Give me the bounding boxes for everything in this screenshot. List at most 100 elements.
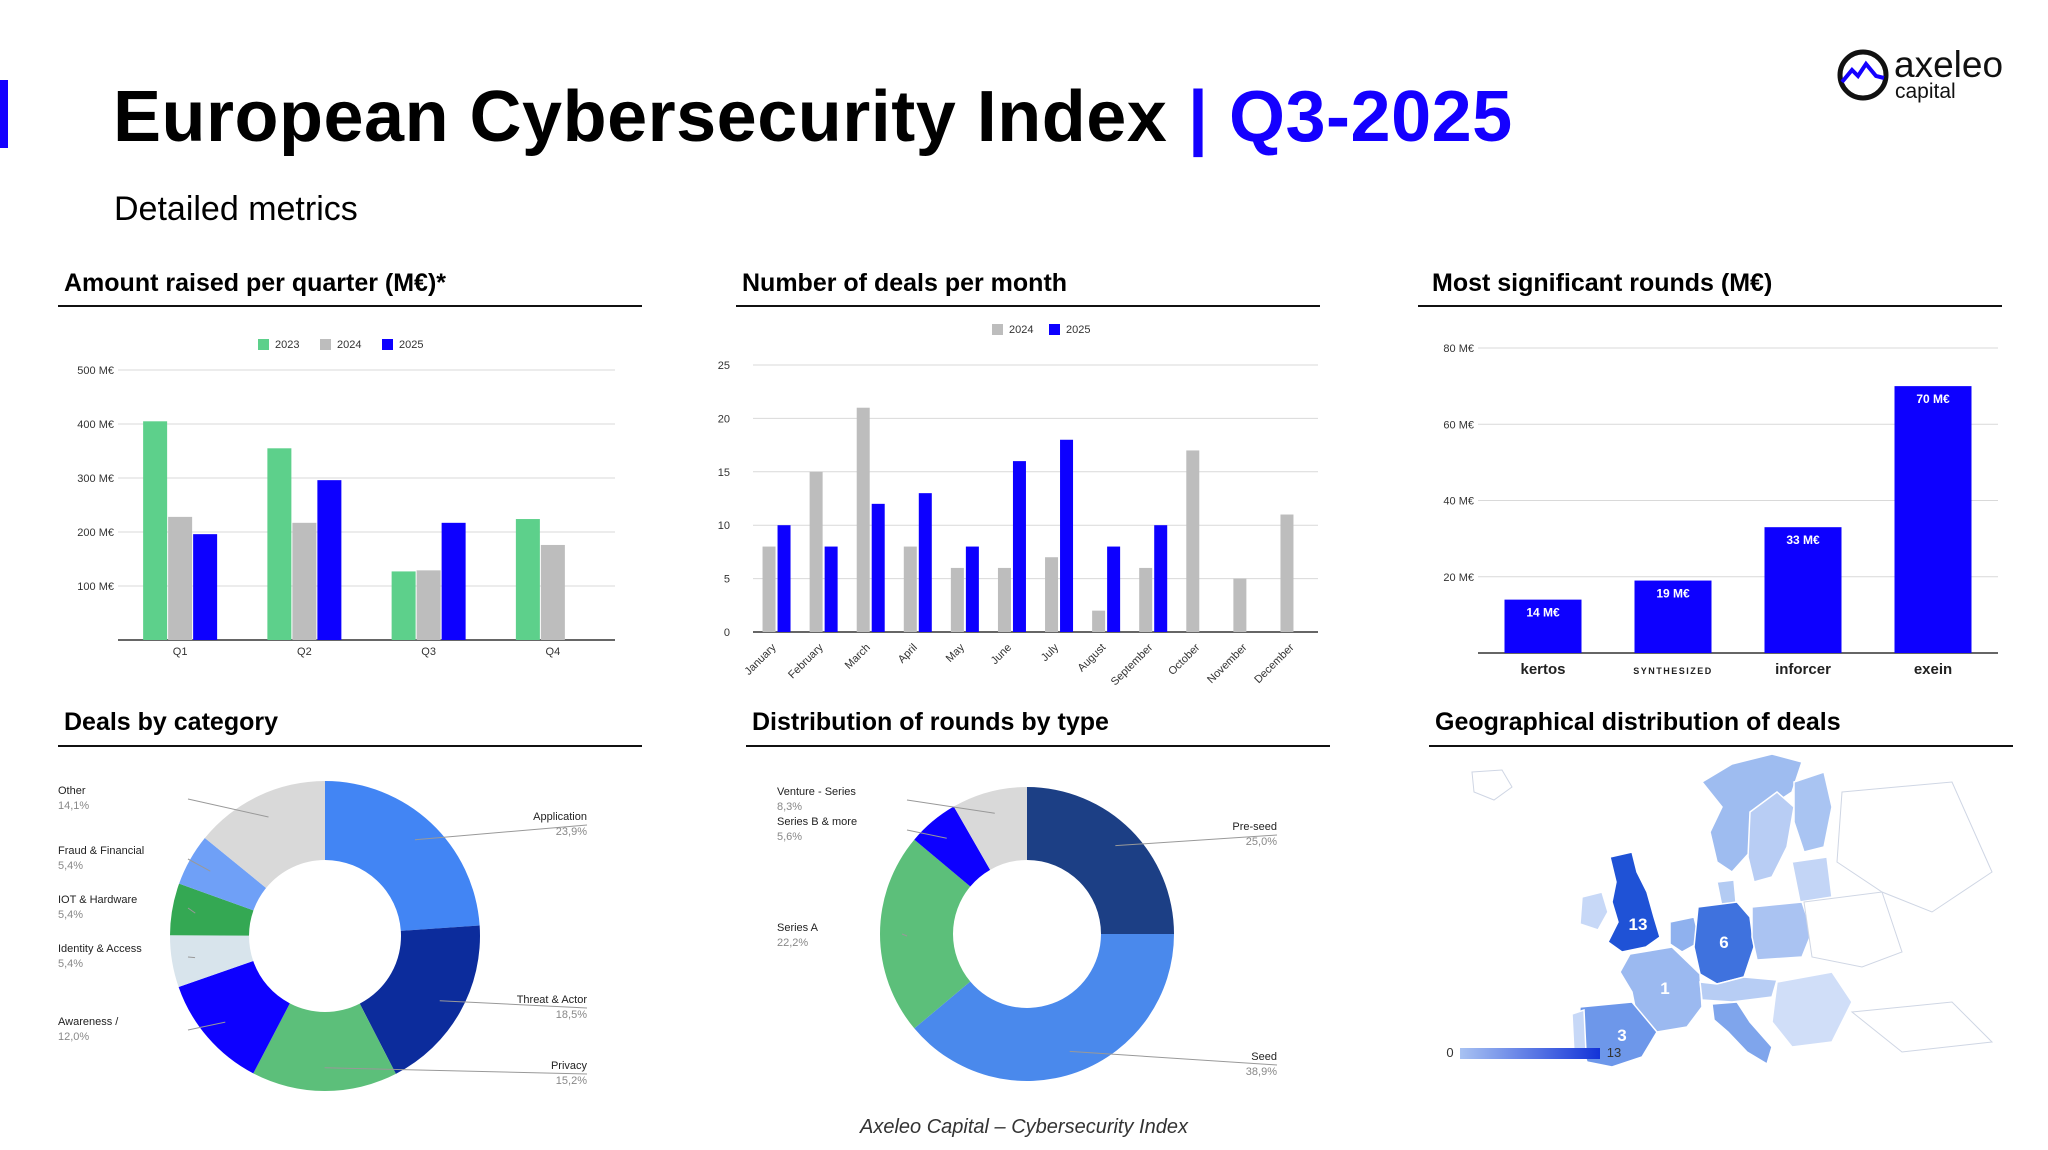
italy-shape — [1711, 1001, 1773, 1066]
bar-2023 — [515, 519, 540, 640]
slice-label: Seed — [1251, 1051, 1277, 1063]
legend-swatch-2024 — [992, 324, 1003, 335]
rounds-chart: 20 M€ 40 M€ 60 M€ 80 M€ 14 M€ kertos 19 M€ SYNT… — [1443, 343, 1998, 678]
legend-label-2023: 2023 — [275, 339, 299, 351]
company-logo-label: inforcer — [1775, 661, 1831, 678]
slice-pct: 25,0% — [1246, 836, 1277, 848]
bar-2024 — [1139, 567, 1153, 632]
slice-label: Awareness / — [58, 1016, 119, 1028]
logo-sub: capital — [1895, 80, 1956, 103]
geo-scale-max: 13 — [1607, 1045, 1621, 1060]
round-value-label: 14 M€ — [1526, 606, 1560, 620]
y-tick-label: 400 M€ — [77, 419, 114, 431]
y-tick-label: 20 M€ — [1443, 572, 1474, 584]
slice-pct: 5,4% — [58, 909, 83, 921]
slice-pct: 5,4% — [58, 958, 83, 970]
portugal-shape — [1571, 1008, 1587, 1055]
uk-shape — [1607, 851, 1661, 953]
slice-label: Series B & more — [777, 816, 857, 828]
slice-label: Other — [58, 785, 86, 797]
y-tick-label: 0 — [724, 627, 730, 639]
bar-2025 — [1107, 546, 1121, 632]
bar-2024 — [856, 407, 870, 632]
legend-label-2024: 2024 — [337, 339, 361, 351]
round-bar — [1894, 386, 1972, 653]
bar-2023 — [143, 421, 168, 640]
x-tick-label: Q2 — [297, 646, 312, 658]
slice-seed — [914, 934, 1174, 1081]
y-tick-label: 10 — [718, 520, 730, 532]
bar-2024 — [1092, 610, 1106, 632]
bar-2025 — [777, 525, 791, 632]
leader-line — [906, 829, 947, 839]
baltics-shape — [1791, 856, 1833, 903]
mountain-logo-icon — [1837, 49, 1889, 101]
slice-label: Venture - Series — [777, 786, 856, 798]
slice-pre-seed — [1027, 787, 1174, 934]
round-bar — [1764, 527, 1842, 653]
axeleo-logo: axeleo capital — [1836, 44, 2026, 106]
bar-2024 — [997, 567, 1011, 632]
geo-map: 13 6 1 3 0 13 — [1432, 752, 2018, 1072]
round-value-label: 70 M€ — [1916, 392, 1950, 406]
slice-label: Pre-seed — [1232, 821, 1277, 833]
x-tick-label: Q4 — [546, 646, 561, 658]
bar-2025 — [871, 503, 885, 632]
slice-pct: 5,4% — [58, 860, 83, 872]
bar-2024 — [1186, 450, 1200, 632]
x-tick-label: July — [1039, 641, 1062, 664]
bar-2025 — [317, 480, 342, 640]
y-tick-label: 20 — [718, 413, 730, 425]
deals-rule — [736, 305, 1320, 307]
uk-value-label: 13 — [1629, 915, 1648, 934]
slice-pct: 8,3% — [777, 801, 802, 813]
category-panel-title: Deals by category — [64, 708, 278, 736]
bar-2025 — [1060, 439, 1074, 632]
legend-swatch-2025 — [382, 339, 393, 350]
leader-line — [187, 907, 196, 914]
x-tick-label: December — [1252, 641, 1297, 686]
geo-scale-bar — [1460, 1048, 1600, 1059]
legend-swatch-2024 — [320, 339, 331, 350]
bar-2024 — [1280, 514, 1294, 632]
category-rule — [58, 745, 642, 747]
title-main: European Cybersecurity Index — [113, 77, 1168, 157]
slice-awareness- — [178, 960, 290, 1074]
leader-line — [1115, 834, 1278, 847]
slice-identity-access — [170, 935, 254, 987]
slice-threat-actor — [359, 925, 480, 1074]
y-tick-label: 15 — [718, 467, 730, 479]
benelux-shape — [1669, 916, 1701, 953]
x-tick-label: May — [944, 641, 968, 665]
type-panel-title: Distribution of rounds by type — [752, 708, 1109, 736]
turkey-shape — [1850, 1001, 1994, 1053]
amount-rule — [58, 305, 642, 307]
x-tick-label: November — [1205, 641, 1250, 686]
x-tick-label: Q3 — [421, 646, 436, 658]
bar-2025 — [824, 546, 838, 632]
x-tick-label: October — [1166, 641, 1202, 677]
round-value-label: 19 M€ — [1656, 587, 1690, 601]
slice-pct: 18,5% — [556, 1009, 587, 1021]
slice-pct: 5,6% — [777, 831, 802, 843]
bar-2024 — [168, 516, 193, 640]
legend-swatch-2025 — [1049, 324, 1060, 335]
geo-rule — [1429, 745, 2013, 747]
bar-2024 — [1233, 578, 1247, 632]
rounds-rule — [1418, 305, 2002, 307]
slice-pct: 23,9% — [556, 826, 587, 838]
bar-2024 — [416, 570, 441, 640]
bar-2023 — [267, 448, 292, 640]
y-tick-label: 100 M€ — [77, 581, 114, 593]
bar-2025 — [965, 546, 979, 632]
company-logo-label: kertos — [1520, 661, 1565, 678]
slice-label: Identity & Access — [58, 943, 142, 955]
leader-line — [906, 799, 995, 814]
legend-label-2025: 2025 — [1066, 324, 1090, 336]
geo-panel-title: Geographical distribution of deals — [1435, 708, 1841, 736]
y-tick-label: 40 M€ — [1443, 496, 1474, 508]
slice-pct: 22,2% — [777, 937, 808, 949]
bar-2024 — [809, 471, 823, 632]
slice-pct: 38,9% — [1246, 1066, 1277, 1078]
